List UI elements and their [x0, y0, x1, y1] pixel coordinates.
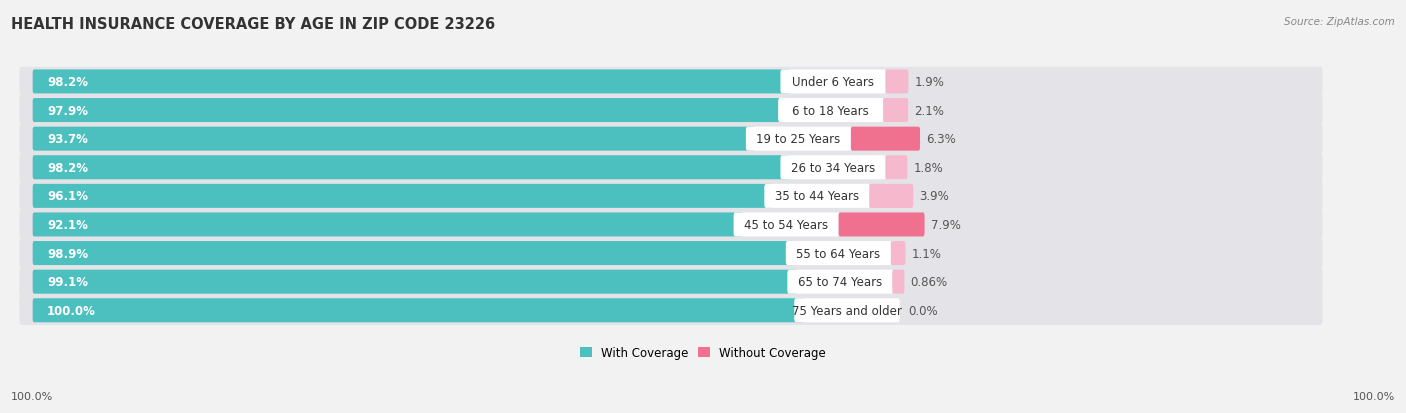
FancyBboxPatch shape [20, 296, 1323, 325]
Text: 65 to 74 Years: 65 to 74 Years [799, 275, 882, 288]
Text: 98.2%: 98.2% [46, 161, 89, 174]
Text: 7.9%: 7.9% [931, 218, 960, 231]
FancyBboxPatch shape [20, 153, 1323, 183]
Text: 100.0%: 100.0% [11, 391, 53, 401]
FancyBboxPatch shape [32, 99, 787, 123]
FancyBboxPatch shape [780, 70, 886, 94]
FancyBboxPatch shape [32, 270, 797, 294]
FancyBboxPatch shape [32, 184, 773, 209]
Text: 19 to 25 Years: 19 to 25 Years [756, 133, 841, 146]
FancyBboxPatch shape [20, 125, 1323, 154]
Text: 99.1%: 99.1% [46, 275, 89, 288]
Legend: With Coverage, Without Coverage: With Coverage, Without Coverage [575, 342, 831, 364]
Text: 2.1%: 2.1% [914, 104, 945, 117]
Text: 96.1%: 96.1% [46, 190, 89, 203]
FancyBboxPatch shape [765, 184, 870, 209]
Text: HEALTH INSURANCE COVERAGE BY AGE IN ZIP CODE 23226: HEALTH INSURANCE COVERAGE BY AGE IN ZIP … [11, 17, 495, 31]
FancyBboxPatch shape [891, 242, 905, 266]
FancyBboxPatch shape [32, 242, 796, 266]
FancyBboxPatch shape [851, 127, 920, 151]
Text: 92.1%: 92.1% [46, 218, 87, 231]
FancyBboxPatch shape [786, 242, 891, 266]
Text: 1.8%: 1.8% [914, 161, 943, 174]
FancyBboxPatch shape [734, 213, 839, 237]
Text: 100.0%: 100.0% [46, 304, 96, 317]
FancyBboxPatch shape [32, 299, 804, 323]
FancyBboxPatch shape [886, 156, 907, 180]
Text: 55 to 64 Years: 55 to 64 Years [796, 247, 880, 260]
FancyBboxPatch shape [20, 268, 1323, 297]
Text: 1.9%: 1.9% [914, 76, 945, 89]
FancyBboxPatch shape [745, 127, 852, 151]
FancyBboxPatch shape [20, 68, 1323, 97]
FancyBboxPatch shape [886, 70, 908, 94]
FancyBboxPatch shape [20, 96, 1323, 125]
Text: 6 to 18 Years: 6 to 18 Years [793, 104, 869, 117]
FancyBboxPatch shape [32, 213, 742, 237]
FancyBboxPatch shape [32, 127, 755, 151]
FancyBboxPatch shape [869, 184, 914, 209]
Text: 98.2%: 98.2% [46, 76, 89, 89]
FancyBboxPatch shape [787, 270, 893, 294]
Text: 35 to 44 Years: 35 to 44 Years [775, 190, 859, 203]
FancyBboxPatch shape [32, 70, 790, 94]
FancyBboxPatch shape [20, 210, 1323, 240]
Text: 0.0%: 0.0% [908, 304, 938, 317]
Text: 26 to 34 Years: 26 to 34 Years [792, 161, 876, 174]
Text: 0.86%: 0.86% [911, 275, 948, 288]
FancyBboxPatch shape [893, 270, 904, 294]
Text: 100.0%: 100.0% [1353, 391, 1395, 401]
Text: 98.9%: 98.9% [46, 247, 89, 260]
FancyBboxPatch shape [20, 239, 1323, 268]
Text: 3.9%: 3.9% [920, 190, 949, 203]
Text: 97.9%: 97.9% [46, 104, 89, 117]
Text: Under 6 Years: Under 6 Years [792, 76, 875, 89]
FancyBboxPatch shape [838, 213, 925, 237]
Text: 1.1%: 1.1% [911, 247, 942, 260]
FancyBboxPatch shape [883, 99, 908, 123]
FancyBboxPatch shape [794, 299, 900, 323]
Text: 45 to 54 Years: 45 to 54 Years [744, 218, 828, 231]
Text: Source: ZipAtlas.com: Source: ZipAtlas.com [1284, 17, 1395, 26]
FancyBboxPatch shape [778, 99, 883, 123]
Text: 75 Years and older: 75 Years and older [792, 304, 901, 317]
Text: 93.7%: 93.7% [46, 133, 87, 146]
FancyBboxPatch shape [32, 156, 790, 180]
FancyBboxPatch shape [780, 156, 886, 180]
Text: 6.3%: 6.3% [927, 133, 956, 146]
FancyBboxPatch shape [20, 182, 1323, 211]
